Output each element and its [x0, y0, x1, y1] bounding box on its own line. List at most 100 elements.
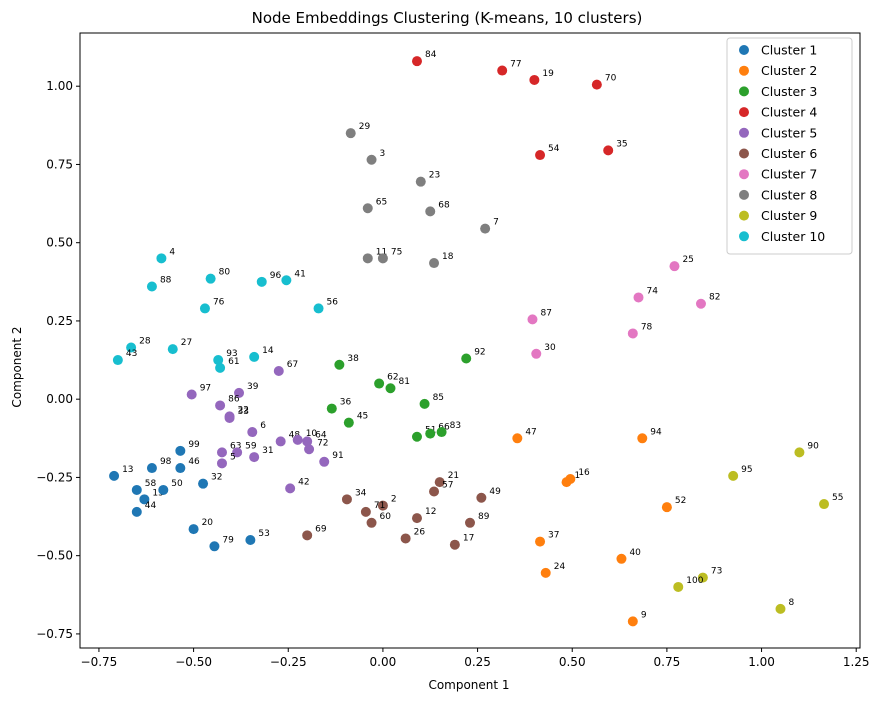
data-point	[313, 303, 324, 314]
data-point	[627, 616, 638, 627]
data-point-label: 42	[298, 477, 309, 487]
data-point	[232, 447, 243, 458]
data-point-label: 5	[230, 452, 236, 462]
data-point	[616, 553, 627, 564]
data-point	[131, 506, 142, 517]
data-point-label: 95	[741, 465, 752, 475]
data-point	[319, 456, 330, 467]
data-point-label: 62	[387, 373, 398, 383]
data-point	[186, 389, 197, 400]
data-point-label: 47	[525, 427, 536, 437]
data-point-label: 19	[542, 69, 554, 79]
data-point	[434, 477, 445, 488]
data-point	[400, 533, 411, 544]
legend-marker	[739, 127, 749, 138]
data-point	[292, 434, 303, 445]
data-point-label: 18	[442, 252, 454, 262]
data-point	[341, 494, 352, 505]
data-point	[275, 436, 286, 447]
data-point	[411, 56, 422, 67]
data-point-label: 58	[145, 479, 157, 489]
data-point	[281, 275, 292, 286]
x-tick-label: 1.25	[843, 655, 870, 669]
chart-title: Node Embeddings Clustering (K-means, 10 …	[252, 9, 643, 27]
legend-entry-label: Cluster 6	[761, 146, 817, 161]
y-tick-label: 0.00	[46, 392, 73, 406]
legend-entry-label: Cluster 4	[761, 105, 817, 120]
data-point	[476, 492, 487, 503]
data-point	[146, 463, 157, 474]
data-point-label: 44	[145, 501, 157, 511]
data-point-label: 94	[650, 427, 662, 437]
data-point	[697, 572, 708, 583]
series-cluster-3: 38926281368545516683	[326, 347, 486, 442]
data-point-label: 31	[262, 446, 273, 456]
data-point	[819, 499, 830, 510]
data-point-label: 81	[398, 377, 409, 387]
data-point-label: 29	[359, 122, 371, 132]
series-cluster-7: 25 74 82 87 78 30	[527, 255, 720, 359]
data-point	[794, 447, 805, 458]
legend-entry-label: Cluster 8	[761, 187, 817, 202]
data-point-label: 8	[788, 598, 794, 608]
data-point-label: 75	[391, 247, 402, 257]
data-point	[527, 314, 538, 325]
data-point	[175, 445, 186, 456]
data-point-label: 32	[211, 473, 222, 483]
data-point-label: 88	[160, 276, 172, 286]
data-point-label: 96	[270, 271, 282, 281]
data-point-label: 13	[122, 465, 133, 475]
data-point	[561, 477, 572, 488]
data-point-label: 69	[315, 524, 327, 534]
data-point-label: 53	[258, 529, 269, 539]
data-point-label: 21	[448, 471, 459, 481]
x-tick-label: −0.25	[270, 655, 307, 669]
legend-marker	[739, 86, 749, 97]
data-point	[156, 253, 167, 264]
x-tick-label: 1.00	[748, 655, 775, 669]
data-point	[139, 494, 150, 505]
data-point	[158, 484, 169, 495]
data-point-label: 26	[414, 527, 426, 537]
data-point	[326, 403, 337, 414]
data-point	[334, 359, 345, 370]
legend-marker	[739, 45, 749, 55]
data-point-label: 77	[510, 60, 521, 70]
data-point-label: 54	[548, 144, 560, 154]
data-point-label: 67	[287, 360, 298, 370]
data-point	[216, 447, 227, 458]
data-point	[273, 366, 284, 377]
data-point-label: 76	[213, 297, 225, 307]
data-point-label: 97	[200, 383, 211, 393]
data-point	[497, 65, 508, 76]
data-point-label: 80	[219, 268, 231, 278]
series-cluster-4: 84 77 19 70 54 35	[411, 50, 628, 161]
y-axis: −0.75 −0.50 −0.25 0.00 0.25 0.50 0.75 1.00	[36, 79, 80, 641]
data-point-label: 40	[629, 548, 641, 558]
data-point-label: 48	[289, 430, 301, 440]
x-tick-label: 0.00	[370, 655, 397, 669]
data-point-label: 65	[376, 197, 387, 207]
y-tick-label: 0.50	[46, 236, 73, 250]
data-point-label: 25	[682, 255, 693, 265]
data-point-label: 86	[228, 394, 240, 404]
data-point-label: 49	[489, 487, 501, 497]
data-point	[415, 176, 426, 187]
data-point	[436, 427, 447, 438]
data-point	[213, 355, 224, 366]
data-point-label: 15	[152, 488, 163, 498]
data-point-label: 85	[433, 393, 444, 403]
data-point-label: 72	[317, 438, 328, 448]
data-point	[449, 539, 460, 550]
data-point	[425, 206, 436, 217]
x-tick-label: 0.50	[559, 655, 586, 669]
data-point-label: 64	[315, 430, 327, 440]
data-point-label: 28	[139, 337, 151, 347]
data-point-label: 10	[306, 429, 318, 439]
data-point	[531, 348, 542, 359]
series-cluster-9: 90 95 55 73 100 8	[673, 441, 843, 614]
data-point	[529, 74, 540, 85]
data-point	[633, 292, 644, 303]
